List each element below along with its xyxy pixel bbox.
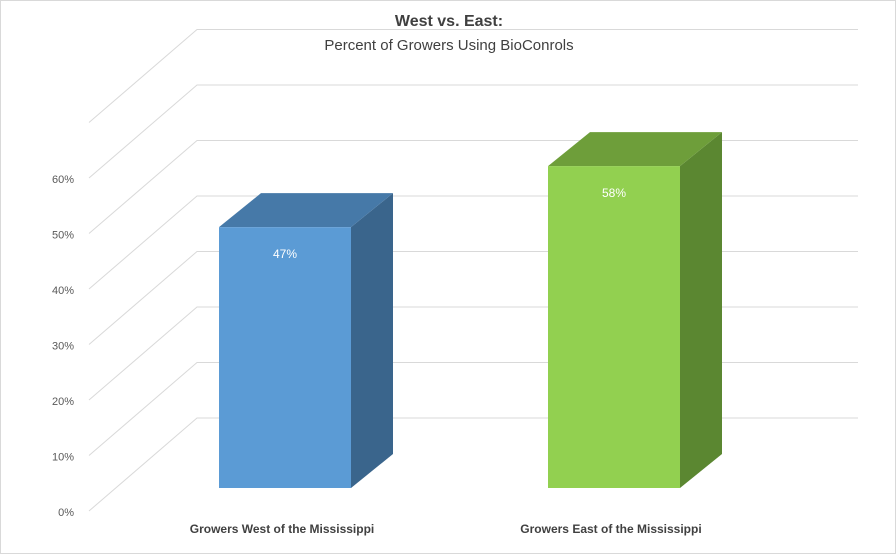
gridline [88, 84, 858, 179]
gridline [88, 140, 858, 234]
data-label: 47% [273, 247, 297, 261]
bar-side [351, 193, 393, 488]
data-label: 58% [602, 186, 626, 200]
chart-title: West vs. East: [394, 13, 504, 30]
gridline [88, 195, 858, 290]
x-axis-labels: Growers West of the Mississippi Growers E… [190, 522, 702, 536]
gridline [88, 251, 858, 345]
y-tick-label: 30% [52, 341, 74, 353]
y-tick-label: 0% [58, 507, 74, 519]
y-tick-label: 40% [52, 285, 74, 297]
gridline [88, 417, 858, 512]
gridline [88, 306, 858, 401]
gridline [88, 362, 858, 456]
gridline [88, 29, 858, 123]
y-axis-ticks: 0% 10% 20% 30% 40% 50% 60% [52, 174, 74, 519]
x-category-label: Growers West of the Mississippi [190, 522, 375, 536]
bar-top [219, 193, 393, 228]
bar-top [548, 132, 722, 167]
y-tick-label: 50% [52, 230, 74, 242]
bars [219, 132, 722, 488]
bar [548, 132, 722, 488]
y-tick-label: 10% [52, 452, 74, 464]
bar [219, 193, 393, 488]
bar-front [219, 227, 351, 488]
x-category-label: Growers East of the Mississippi [520, 522, 701, 536]
bar-front [548, 166, 680, 488]
bar-side [680, 132, 722, 488]
y-tick-label: 20% [52, 396, 74, 408]
data-labels: 47% 58% [273, 186, 626, 261]
gridlines [88, 29, 858, 512]
chart-subtitle: Percent of Growers Using BioConrols [324, 37, 574, 54]
y-tick-label: 60% [52, 174, 74, 186]
